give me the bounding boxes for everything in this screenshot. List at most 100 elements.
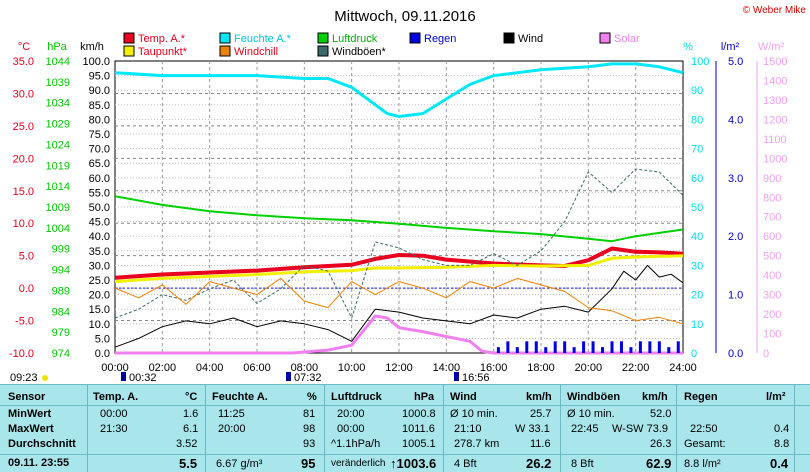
legend-swatch (599, 32, 611, 44)
wind-bft: 4 Bft (454, 458, 477, 470)
row-label-sensor: Sensor (8, 391, 46, 403)
hum-max-value: 98 (303, 423, 316, 435)
humidity-tick-label: 60 (691, 173, 703, 185)
chart-title: Mittwoch, 09.11.2016 (334, 8, 475, 25)
temp-current: 5.5 (179, 456, 198, 471)
wind-tick-label: 15.0 (89, 304, 110, 316)
solar-tick-label: 400 (763, 270, 781, 282)
press-min-time: 20:00 (337, 408, 365, 420)
feuchte-a-series-line (114, 62, 684, 118)
legend-label: Windchill (234, 46, 278, 58)
pressure-tick-label: 1024 (46, 139, 70, 151)
rain-tick-label: 3.0 (728, 173, 743, 185)
row-label-max: MaxWert (8, 423, 54, 435)
solar-tick-label: 600 (763, 231, 781, 243)
rain-bar (563, 341, 567, 353)
sun-icon (42, 375, 48, 381)
wind-series-line (114, 264, 684, 348)
wind-max-time: 21:10 (454, 423, 482, 435)
rain-max-value: 0.4 (774, 423, 790, 435)
solar-tick-label: 1500 (763, 56, 787, 68)
legend-label: Feuchte A.* (234, 33, 292, 45)
temp-tick-label: 5.0 (19, 251, 34, 263)
pressure-tick-label: 1044 (46, 56, 70, 68)
hum-max-time: 20:00 (218, 423, 246, 435)
rain-current: 0.4 (770, 456, 789, 471)
gust-avg10-value: 52.0 (650, 408, 672, 420)
temp-header: Temp. A. (93, 391, 139, 403)
temp-max-value: 6.1 (183, 423, 199, 435)
press-state: veränderlich (331, 458, 386, 469)
solar-tick-label: 700 (763, 212, 781, 224)
pressure-tick-label: 1029 (46, 119, 70, 131)
humidity-tick-label: 0 (691, 348, 697, 360)
solar-tick-label: 100 (763, 329, 781, 341)
solar-axis-unit: W/m² (758, 41, 785, 53)
pressure-tick-label: 984 (52, 306, 70, 318)
wind-header: Wind (450, 391, 477, 403)
weather-chart: Mittwoch, 09.11.2016 35.0 30.0 25.0 20.0 15.0… (9, 8, 788, 384)
temp-tick-label: 25.0 (13, 121, 34, 133)
rising-arrow-icon: ↑ (390, 456, 397, 471)
gust-unit: km/h (642, 391, 668, 403)
hum-min-value: 81 (303, 408, 316, 420)
rain-bar (648, 341, 652, 353)
pressure-tick-label: 979 (52, 327, 70, 339)
hum-avg: 93 (303, 438, 316, 450)
legend-label: Windböen* (332, 46, 387, 58)
sun-event-time: 16:56 (462, 372, 490, 384)
humidity-tick-label: 40 (691, 231, 703, 243)
wind-tick-label: 65.0 (89, 158, 110, 170)
humidity-tick-label: 50 (691, 202, 703, 214)
humidity-tick-label: 80 (691, 114, 703, 126)
pressure-tick-label: 1039 (46, 77, 70, 89)
pressure-tick-label: 989 (52, 285, 70, 297)
rain-bar (676, 341, 680, 353)
pressure-tick-label: 974 (52, 348, 70, 360)
rain-bar (638, 341, 642, 353)
hum-min-time: 11:25 (218, 408, 245, 420)
legend-swatch (123, 45, 135, 57)
wind-tick-label: 80.0 (89, 114, 110, 126)
legend-label: Temp. A.* (138, 33, 186, 45)
press-unit: hPa (414, 391, 435, 403)
x-tick-label: 04:00 (196, 362, 224, 374)
wind-tick-label: 25.0 (89, 275, 110, 287)
brand-label: © Weber Mike (742, 5, 806, 16)
gust-header: Windböen (567, 391, 621, 403)
rain-bar (610, 341, 614, 353)
wind-tick-label: 60.0 (89, 173, 110, 185)
solar-tick-label: 800 (763, 192, 781, 204)
pressure-axis-unit: hPa (47, 41, 67, 53)
pressure-tick-label: 1009 (46, 202, 70, 214)
pressure-tick-label: 1014 (46, 181, 70, 193)
rain-bar (619, 341, 623, 353)
pressure-tick-label: 999 (52, 244, 70, 256)
rain-total-value: 8.8 (774, 438, 790, 450)
solar-tick-label: 200 (763, 309, 781, 321)
wind-tick-label: 75.0 (89, 129, 110, 141)
legend-label: Solar (614, 33, 640, 45)
x-tick-label: 00:00 (101, 362, 129, 374)
wind-tick-label: 10.0 (89, 319, 110, 331)
legend-swatch (317, 32, 329, 44)
sun-event-time: 07:32 (294, 372, 322, 384)
temp-a-series-line (114, 246, 684, 280)
rain-bar (629, 347, 633, 353)
x-tick-label: 10:00 (338, 362, 366, 374)
humidity-tick-label: 70 (691, 144, 703, 156)
rain-header: Regen (684, 391, 718, 403)
pressure-tick-label: 1019 (46, 160, 70, 172)
wind-tick-label: 0.0 (95, 348, 110, 360)
wind-distance: 278.7 km (454, 438, 500, 450)
temp-unit: °C (185, 391, 198, 403)
wind-tick-label: 5.0 (95, 333, 110, 345)
gust-avg: 26.3 (650, 438, 672, 450)
rain-day: 8.8 l/m² (684, 458, 721, 470)
legend-label: Wind (518, 33, 543, 45)
wind-tick-label: 30.0 (89, 260, 110, 272)
gust-bft: 8 Bft (571, 458, 594, 470)
legend-swatch (409, 32, 421, 44)
wind-tick-label: 50.0 (89, 202, 110, 214)
rain-bar (572, 347, 576, 353)
